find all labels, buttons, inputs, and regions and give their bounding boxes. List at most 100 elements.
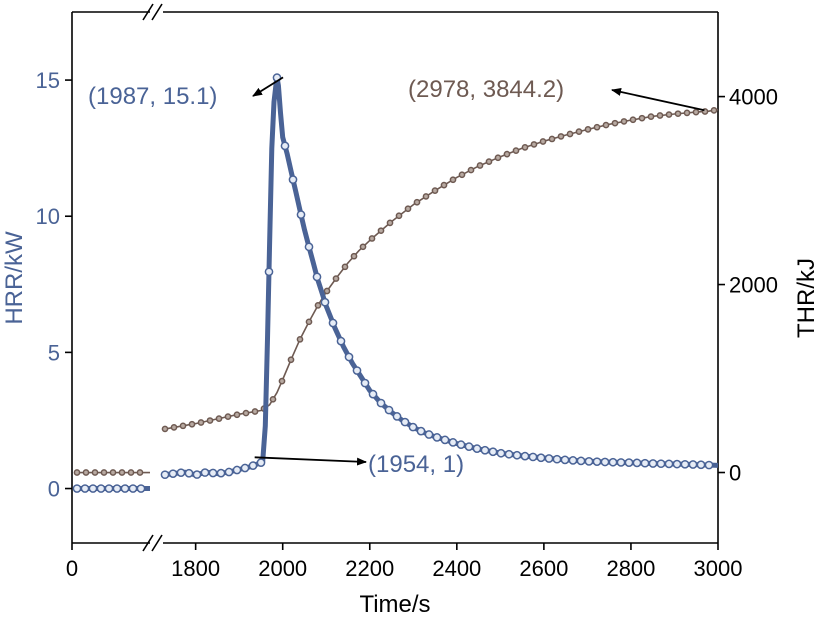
- series-marker: [704, 460, 714, 470]
- series-marker: [456, 440, 466, 450]
- series-marker: [376, 398, 386, 408]
- series-marker: [341, 263, 349, 271]
- x-tick-label: 1800: [171, 556, 220, 581]
- series-marker: [314, 302, 322, 309]
- right-y-tick-label: 4000: [729, 85, 778, 110]
- series-marker: [136, 469, 144, 476]
- series-marker: [680, 459, 690, 469]
- series-marker: [96, 484, 106, 493]
- series-marker: [161, 425, 169, 433]
- bottom-break-mark-1: [142, 534, 154, 552]
- x-tick-label: 2800: [606, 556, 655, 581]
- series-marker: [215, 415, 223, 422]
- series-marker: [200, 468, 210, 477]
- series-marker: [616, 458, 626, 467]
- series-marker: [377, 227, 385, 235]
- series-marker: [528, 452, 538, 462]
- series-marker: [251, 408, 259, 415]
- series-marker: [448, 438, 458, 447]
- series-marker: [640, 458, 650, 468]
- annotation-label: (1987, 15.1): [88, 83, 217, 110]
- series-marker: [224, 467, 234, 477]
- series-marker: [432, 433, 442, 442]
- series-marker: [109, 469, 117, 476]
- series-marker: [600, 457, 610, 467]
- series-marker: [104, 484, 114, 493]
- series-marker: [80, 484, 90, 493]
- series-marker: [656, 459, 666, 469]
- series-marker: [592, 457, 602, 467]
- series-marker: [664, 459, 674, 469]
- series-marker: [512, 147, 520, 155]
- series-line: [162, 108, 719, 431]
- series-marker: [536, 453, 546, 463]
- series-marker: [480, 445, 490, 455]
- series-marker: [118, 469, 126, 476]
- series-marker: [170, 424, 178, 431]
- series-marker: [128, 484, 138, 493]
- series-marker: [539, 138, 547, 145]
- series-marker: [305, 318, 313, 326]
- series-marker: [184, 468, 194, 478]
- annotation-arrow: [252, 76, 284, 97]
- series-marker: [344, 352, 354, 362]
- series-marker: [296, 210, 306, 219]
- series-marker: [602, 121, 610, 129]
- series-marker: [395, 212, 403, 220]
- series-marker: [552, 454, 562, 464]
- series-marker: [233, 411, 241, 419]
- right-y-tick-label: 2000: [729, 273, 778, 298]
- series-marker: [400, 417, 410, 427]
- series-marker: [269, 395, 277, 403]
- series-marker: [360, 378, 370, 388]
- series-marker: [530, 141, 538, 148]
- series-marker: [232, 465, 242, 475]
- series-marker: [296, 335, 304, 343]
- series-marker: [665, 111, 673, 118]
- x-axis-title: Time/s: [359, 591, 430, 618]
- series-marker: [496, 448, 506, 458]
- series-marker: [328, 318, 338, 328]
- left-y-tick-label: 5: [48, 340, 60, 365]
- series-marker: [280, 141, 290, 151]
- series-marker: [176, 468, 186, 478]
- series-marker: [216, 468, 226, 478]
- series-marker: [73, 469, 81, 476]
- x-tick-label: 3000: [694, 556, 743, 581]
- series-marker: [88, 484, 98, 493]
- series-marker: [242, 409, 250, 417]
- series-marker: [408, 422, 418, 432]
- top-break-mark-1: [142, 3, 154, 21]
- series-marker: [350, 252, 358, 260]
- series-marker: [413, 198, 421, 206]
- series-marker: [352, 366, 362, 375]
- series-marker: [416, 426, 426, 436]
- series-marker: [264, 267, 274, 277]
- series-marker: [224, 413, 232, 421]
- series-marker: [248, 461, 258, 470]
- series-marker: [91, 469, 99, 476]
- series-marker: [368, 389, 378, 399]
- right-axis-title: THR/kJ: [793, 258, 820, 338]
- series-marker: [710, 107, 718, 114]
- series-marker: [624, 458, 634, 467]
- series-marker: [320, 297, 330, 307]
- annotation-arrow: [254, 456, 367, 466]
- series-marker: [160, 470, 170, 480]
- series-marker: [544, 454, 554, 463]
- series-marker: [503, 150, 511, 158]
- thr-series: [73, 107, 719, 476]
- series-marker: [278, 377, 286, 385]
- series-marker: [608, 457, 618, 467]
- series-marker: [638, 114, 646, 122]
- series-marker: [576, 456, 586, 466]
- series-marker: [464, 442, 474, 452]
- series-marker: [404, 205, 412, 213]
- series-marker: [696, 460, 706, 470]
- series-marker: [593, 123, 601, 131]
- series-marker: [683, 109, 691, 117]
- series-marker: [332, 275, 340, 282]
- series-marker: [648, 459, 658, 468]
- series-marker: [431, 187, 439, 194]
- series-marker: [72, 484, 82, 493]
